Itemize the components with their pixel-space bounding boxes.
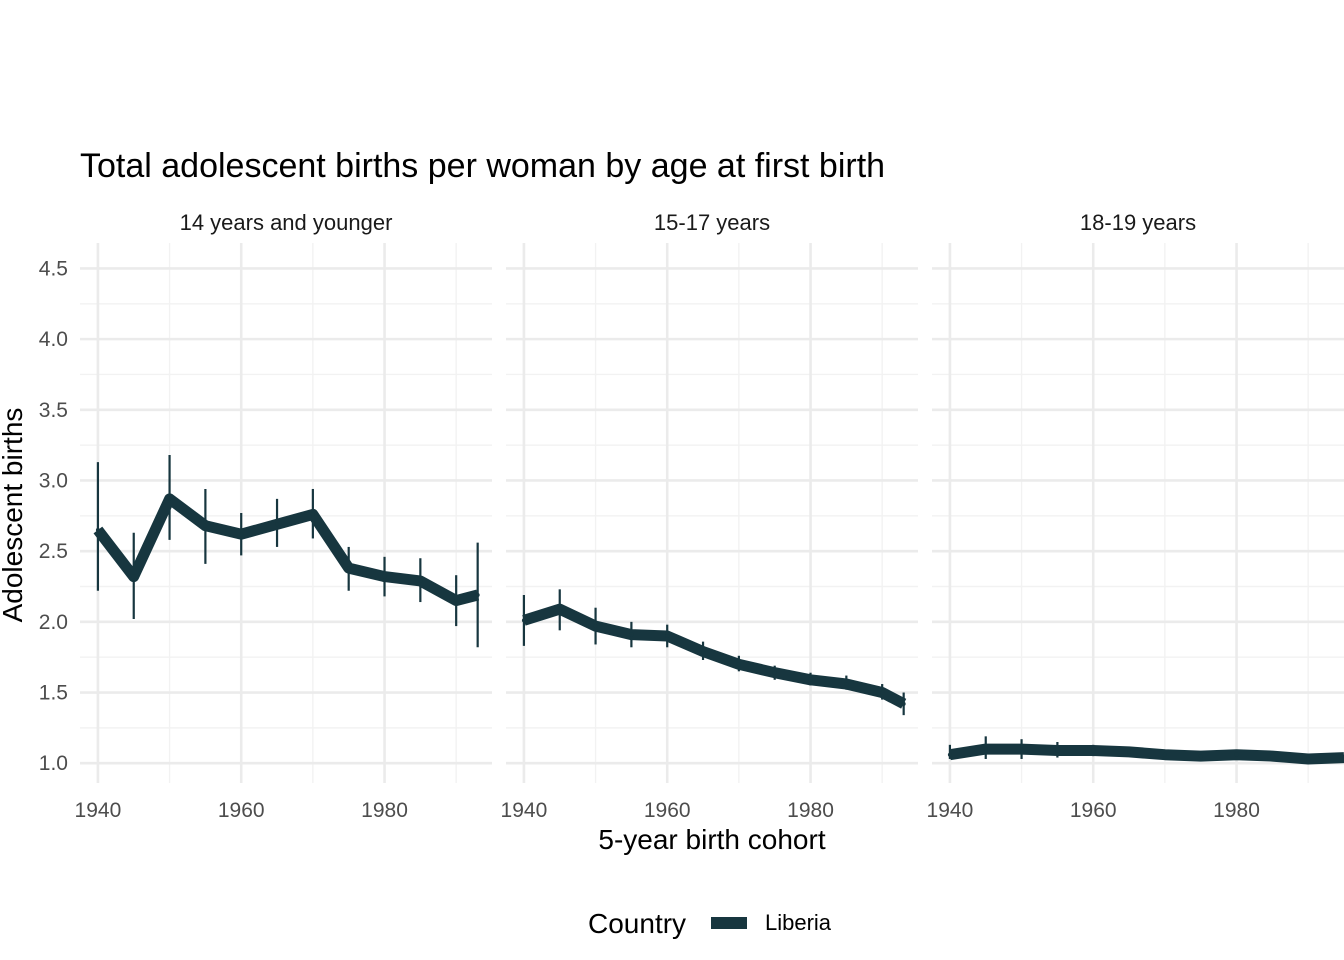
legend-label-liberia: Liberia: [765, 910, 832, 935]
y-tick-label: 4.5: [39, 257, 68, 280]
legend: Country Liberia: [588, 908, 832, 939]
data-point: [346, 566, 351, 571]
x-tick-label: 1960: [1070, 799, 1117, 822]
y-tick-label: 1.0: [39, 752, 68, 775]
x-tick-label: 1940: [75, 799, 122, 822]
data-point: [1127, 749, 1132, 754]
data-point: [557, 607, 562, 612]
chart-title: Total adolescent births per woman by age…: [80, 147, 885, 185]
x-tick-label: 1980: [1213, 799, 1260, 822]
data-point: [736, 662, 741, 667]
y-tick-label: 2.5: [39, 540, 68, 563]
data-point: [701, 649, 706, 654]
data-point: [1091, 748, 1096, 753]
legend-title: Country: [588, 908, 686, 939]
y-axis: 1.0 1.5 2.0 2.5 3.0 3.5 4.0 4.5: [39, 257, 68, 775]
x-tick-label: 1980: [361, 799, 408, 822]
data-point: [521, 618, 526, 623]
data-point: [382, 574, 387, 579]
facet-panel-2: 15-17 years 1940 1960 1980: [501, 210, 918, 822]
data-point: [454, 598, 459, 603]
data-point: [475, 592, 480, 597]
data-point: [808, 677, 813, 682]
data-point: [1162, 752, 1167, 757]
facet-strip-label: 18-19 years: [1080, 210, 1196, 235]
series-line-liberia: [522, 603, 907, 709]
data-point: [1055, 748, 1060, 753]
data-point: [1306, 756, 1311, 761]
data-point: [1270, 754, 1275, 759]
data-point: [131, 574, 136, 579]
data-point: [418, 578, 423, 583]
y-tick-label: 4.0: [39, 328, 68, 351]
facet-strip-label: 14 years and younger: [180, 210, 393, 235]
facet-strip-label: 15-17 years: [654, 210, 770, 235]
facet-panel-1: 14 years and younger 1940 1960 1980: [75, 210, 492, 822]
x-tick-label: 1960: [218, 799, 265, 822]
x-tick-label: 1940: [927, 799, 974, 822]
series-line-liberia: [949, 743, 1344, 765]
x-axis-title: 5-year birth cohort: [598, 824, 825, 855]
data-point: [1019, 747, 1024, 752]
data-point: [95, 527, 100, 532]
x-tick-label: 1940: [501, 799, 548, 822]
data-point: [167, 496, 172, 501]
data-point: [275, 522, 280, 527]
y-tick-label: 3.5: [39, 399, 68, 422]
data-point: [665, 633, 670, 638]
y-tick-label: 2.0: [39, 611, 68, 634]
data-point: [947, 752, 952, 757]
data-point: [901, 701, 906, 706]
x-tick-label: 1980: [787, 799, 834, 822]
data-point: [239, 532, 244, 537]
series-line-liberia: [93, 493, 480, 607]
data-point: [844, 682, 849, 687]
y-tick-label: 1.5: [39, 682, 68, 705]
y-tick-label: 3.0: [39, 469, 68, 492]
data-point: [983, 747, 988, 752]
data-point: [1198, 754, 1203, 759]
data-point: [1234, 752, 1239, 757]
y-axis-title: Adolescent births: [0, 408, 28, 623]
x-tick-label: 1960: [644, 799, 691, 822]
data-point: [203, 523, 208, 528]
facet-panel-3: 18-19 years 1940 1960 1980: [927, 210, 1344, 822]
data-point: [772, 670, 777, 675]
data-point: [593, 624, 598, 629]
legend-key-liberia: [711, 917, 747, 929]
data-point: [310, 512, 315, 517]
data-point: [629, 632, 634, 637]
data-point: [880, 690, 885, 695]
